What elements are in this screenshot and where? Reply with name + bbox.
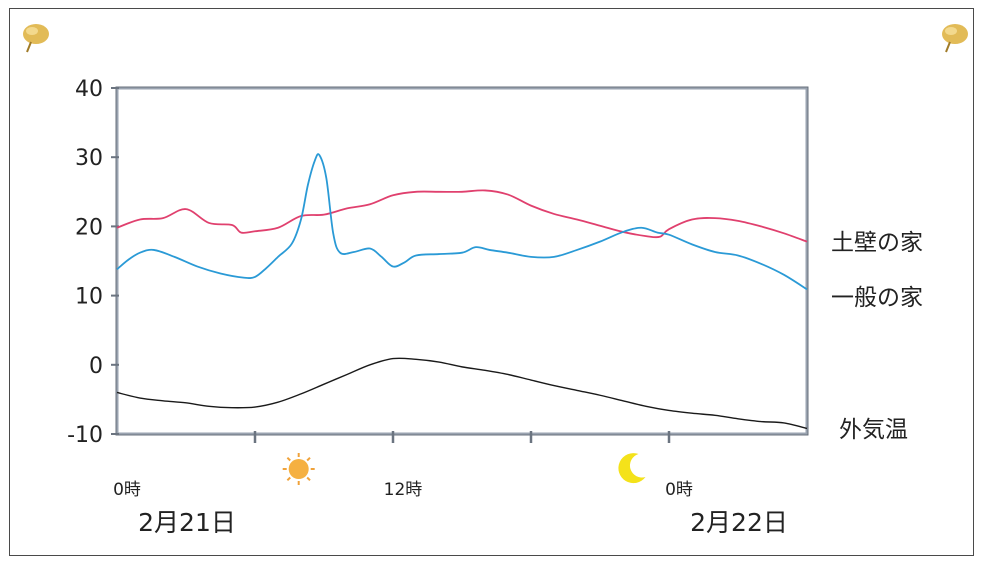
series-label: 外気温 — [839, 417, 908, 443]
pushpin-right-icon — [942, 24, 968, 53]
plot-border — [115, 86, 809, 436]
pushpin-left-icon — [23, 24, 49, 53]
series-label: 土壁の家 — [831, 230, 923, 256]
y-tick-label: 30 — [75, 146, 103, 171]
y-tick-label: 0 — [89, 354, 103, 379]
date-label: 2月22日 — [690, 508, 788, 537]
x-tick-label: 0時 — [113, 480, 141, 500]
x-tick-label: 0時 — [665, 480, 693, 500]
y-tick-label: -10 — [67, 423, 103, 448]
x-tick-label: 12時 — [384, 480, 423, 500]
series-line-2 — [116, 357, 808, 430]
series-line-1 — [116, 153, 808, 291]
chart-frame — [9, 8, 974, 556]
date-label: 2月21日 — [138, 508, 236, 537]
y-tick-label: 10 — [75, 285, 103, 310]
plot-area — [115, 86, 809, 436]
sun-icon — [282, 453, 315, 485]
y-tick-label: 40 — [75, 77, 103, 102]
y-tick-label: 20 — [75, 215, 103, 240]
series-label: 一般の家 — [831, 285, 923, 311]
moon-icon — [618, 453, 646, 484]
series-line-0 — [116, 189, 808, 243]
